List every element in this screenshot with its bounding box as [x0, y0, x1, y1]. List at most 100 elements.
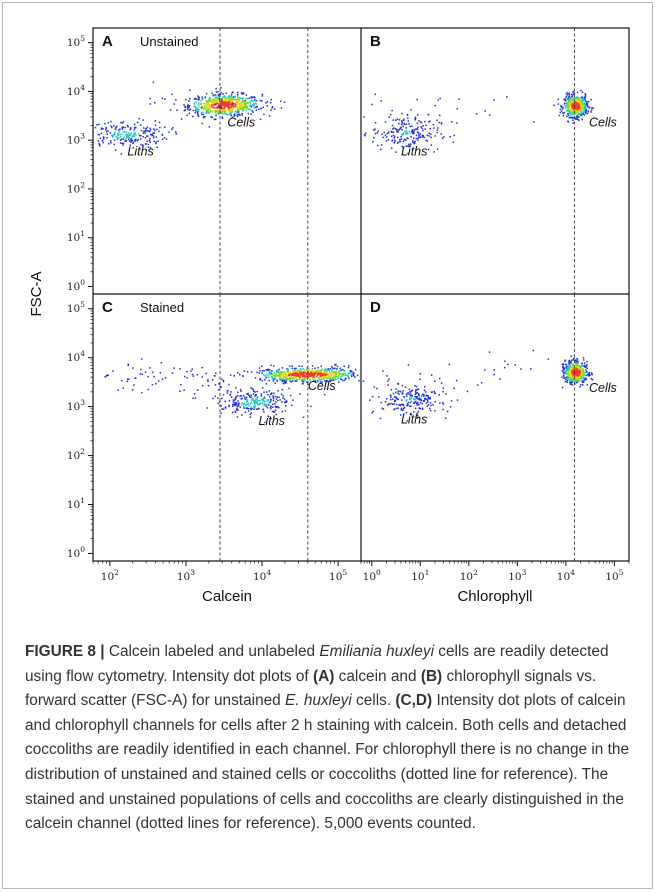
event-dot: [575, 104, 577, 107]
event-dot: [427, 397, 430, 400]
event-dot: [120, 121, 122, 124]
event-dot: [584, 366, 586, 368]
event-dot: [581, 100, 584, 102]
event-dot: [279, 100, 282, 102]
event-dot: [343, 374, 345, 376]
event-dot: [402, 390, 404, 392]
event-dot: [426, 134, 429, 136]
event-dot: [572, 369, 574, 371]
event-dot: [446, 410, 449, 413]
event-dot: [218, 105, 220, 108]
event-dot: [580, 365, 583, 367]
event-dot: [421, 407, 424, 410]
event-dot: [409, 132, 411, 135]
event-dot: [310, 405, 312, 408]
event-dot: [562, 114, 565, 117]
event-dot: [312, 379, 315, 382]
event-dot: [339, 377, 342, 380]
event-dot: [565, 370, 567, 372]
event-dot: [340, 378, 343, 381]
event-dot: [419, 378, 421, 380]
event-dot: [243, 403, 245, 406]
event-dot: [243, 402, 246, 405]
event-dot: [316, 370, 319, 372]
event-dot: [301, 365, 303, 368]
event-dot: [574, 365, 576, 368]
event-dot: [466, 390, 469, 393]
event-dot: [400, 407, 403, 410]
event-dot: [569, 374, 571, 376]
event-dot: [150, 133, 152, 136]
event-dot: [263, 396, 266, 399]
y-tick-label: 101: [67, 496, 85, 511]
y-tick-label: 104: [67, 83, 85, 98]
event-dot: [212, 102, 214, 105]
event-dot: [282, 375, 285, 377]
event-dot: [292, 377, 295, 380]
event-dot: [259, 402, 262, 404]
event-dot: [405, 399, 407, 402]
event-dot: [579, 373, 581, 375]
event-dot: [417, 403, 420, 406]
event-dot: [586, 374, 588, 377]
event-dot: [99, 137, 102, 140]
event-dot: [331, 377, 334, 379]
event-dot: [266, 399, 268, 401]
event-dot: [565, 366, 567, 369]
event-dot: [583, 114, 586, 116]
event-dot: [567, 105, 570, 108]
event-dot: [580, 376, 582, 379]
event-dot: [276, 380, 278, 382]
event-dot: [416, 402, 418, 404]
event-dot: [224, 95, 226, 98]
event-dot: [352, 374, 355, 377]
liths-annotation-a: Liths: [127, 145, 153, 159]
event-dot: [287, 370, 290, 373]
event-dot: [423, 389, 426, 392]
event-dot: [575, 115, 578, 117]
event-dot: [132, 135, 134, 137]
event-dot: [315, 376, 317, 379]
event-dot: [417, 398, 419, 400]
event-dot: [401, 121, 403, 123]
event-dot: [566, 104, 569, 107]
event-dot: [245, 396, 248, 399]
event-dot: [180, 383, 182, 386]
event-dot: [232, 107, 235, 110]
event-dot: [269, 401, 271, 404]
event-dot: [576, 380, 579, 383]
event-dot: [404, 130, 406, 133]
event-dot: [222, 408, 225, 410]
event-dot: [216, 101, 218, 103]
event-dot: [130, 132, 133, 134]
event-dot: [573, 98, 575, 100]
event-dot: [236, 416, 239, 418]
event-dot: [276, 369, 279, 371]
event-dot: [212, 397, 214, 400]
event-dot: [578, 101, 581, 104]
event-dot: [228, 107, 230, 110]
event-dot: [581, 365, 584, 367]
event-dot: [287, 378, 289, 381]
event-dot: [385, 140, 388, 142]
event-dot: [201, 98, 203, 100]
event-dot: [578, 116, 580, 118]
event-dot: [338, 374, 340, 377]
event-dot: [251, 388, 254, 390]
event-dot: [289, 371, 292, 374]
event-dot: [399, 414, 402, 416]
event-dot: [386, 132, 389, 135]
event-dot: [579, 99, 581, 101]
event-dot: [587, 105, 589, 107]
event-dot: [567, 373, 569, 375]
event-dot: [261, 372, 263, 374]
event-dot: [201, 366, 204, 369]
event-dot: [180, 118, 183, 120]
event-dot: [456, 399, 459, 401]
event-dot: [566, 368, 569, 371]
event-dot: [208, 108, 210, 111]
event-dot: [194, 397, 197, 399]
event-dot: [288, 374, 290, 377]
event-dot: [405, 145, 407, 147]
event-dot: [574, 99, 576, 102]
